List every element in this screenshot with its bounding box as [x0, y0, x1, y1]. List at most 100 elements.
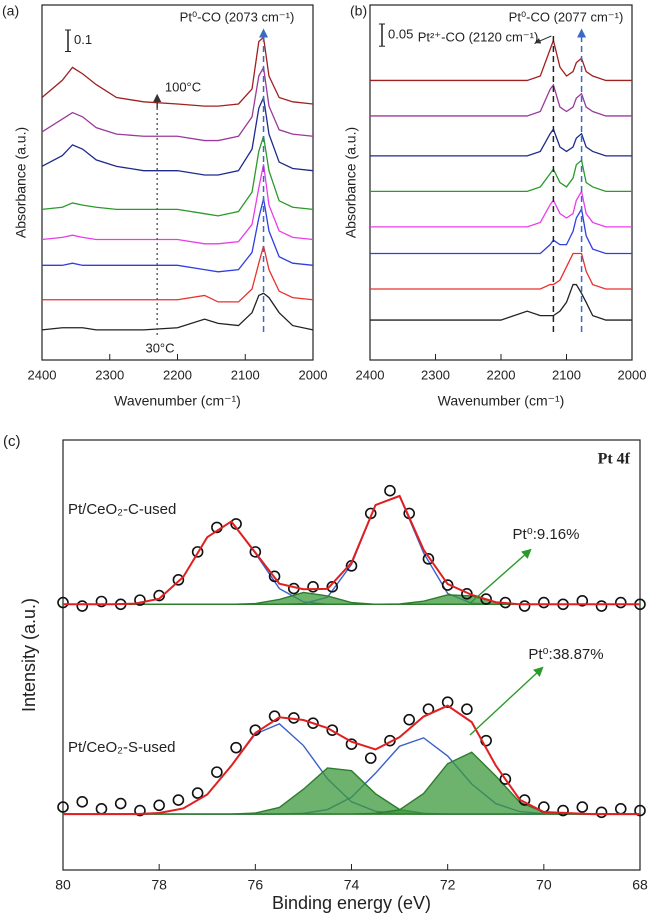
panel-label: (c): [3, 433, 21, 450]
x-tick-label: 76: [248, 877, 264, 893]
annotation: Pt⁰-CO (2073 cm⁻¹): [180, 9, 295, 24]
annotation: Pt⁰:9.16%: [513, 526, 580, 543]
data-point: [134, 594, 146, 606]
x-tick-label: 2400: [356, 367, 385, 382]
component-area: [62, 767, 641, 815]
x-tick-label: 2300: [95, 367, 124, 382]
scale-bar-label: 0.05: [388, 27, 413, 42]
data-point: [326, 724, 339, 736]
x-tick-label: 70: [536, 877, 552, 893]
spectrum: [370, 252, 632, 290]
data-point: [364, 752, 377, 764]
data-point: [114, 797, 127, 810]
data-point: [422, 553, 435, 565]
data-point: [518, 600, 531, 612]
data-point: [307, 717, 319, 729]
data-point: [95, 803, 108, 815]
data-point: [384, 484, 396, 497]
x-tick-label: 80: [55, 877, 71, 893]
data-point: [172, 794, 185, 806]
data-point: [191, 787, 204, 799]
data-point: [403, 713, 416, 726]
plot-frame: [369, 4, 633, 361]
spectrum: [370, 283, 632, 321]
x-tick-label: 2000: [299, 367, 328, 382]
data-point: [230, 741, 242, 754]
spectrum: [370, 207, 632, 255]
x-tick-label: 2200: [163, 367, 192, 382]
data-point: [268, 570, 281, 583]
x-tick-label: 2300: [421, 367, 450, 382]
spectrum: [41, 164, 314, 245]
fit-line: [63, 704, 640, 816]
data-point: [499, 773, 512, 785]
spectrum: [41, 136, 314, 217]
data-point: [153, 589, 165, 602]
fit-line: [63, 494, 640, 606]
data-point: [576, 595, 589, 607]
x-tick-label: 2400: [28, 367, 57, 382]
spectrum: [41, 292, 314, 331]
annotation-arrow: [467, 548, 532, 606]
x-tick-label: 68: [632, 877, 648, 893]
data-point: [595, 600, 608, 612]
spectrum: [41, 95, 314, 176]
data-point: [191, 546, 204, 558]
scale-bar-label: 0.1: [74, 32, 92, 47]
spectrum: [41, 35, 314, 107]
data-point: [441, 696, 454, 708]
panel-title: Pt 4f: [598, 451, 631, 468]
data-point: [557, 804, 569, 817]
spectrum: [370, 83, 632, 117]
annotation: 30°C: [145, 340, 174, 355]
sample-label: Pt/CeO₂-C-used: [68, 501, 176, 518]
data-point: [461, 588, 473, 600]
data-point: [76, 796, 89, 808]
data-point: [538, 596, 550, 609]
annotation-arrow: [469, 666, 544, 736]
x-tick-label: 2200: [487, 367, 516, 382]
spectrum: [42, 198, 314, 273]
spectrum: [370, 127, 632, 157]
data-point: [614, 803, 627, 815]
data-point: [326, 581, 339, 593]
annotation: Pt⁰-CO (2077 cm⁻¹): [509, 9, 624, 24]
y-axis-title: Absorbance (a.u.): [343, 127, 359, 238]
data-point: [461, 703, 473, 715]
data-point: [57, 596, 69, 609]
x-tick-label: 74: [344, 877, 360, 893]
spectrum: [41, 65, 314, 142]
x-axis-title: Wavenumber (cm⁻¹): [438, 393, 565, 409]
x-axis-title: Binding energy (eV): [272, 893, 431, 913]
data-point: [576, 801, 589, 813]
x-tick-label: 2100: [552, 367, 581, 382]
spectrum: [42, 245, 314, 303]
data-point: [95, 595, 108, 608]
data-point: [76, 600, 89, 612]
x-tick-label: 72: [440, 877, 456, 893]
data-point: [480, 593, 492, 605]
panel-label: (a): [2, 3, 19, 19]
component-area: [62, 591, 641, 606]
x-tick-label: 2100: [231, 367, 260, 382]
data-point: [57, 801, 69, 813]
spectrum: [370, 38, 632, 82]
spectrum: [370, 189, 632, 228]
data-point: [153, 799, 165, 812]
data-point: [307, 581, 319, 593]
data-point: [634, 804, 646, 817]
x-tick-label: 78: [151, 877, 167, 893]
data-point: [134, 804, 146, 817]
panel-label: (b): [350, 3, 367, 19]
annotation: Pt²⁺-CO (2120 cm⁻¹): [418, 29, 539, 44]
data-point: [441, 579, 454, 591]
data-point: [614, 596, 627, 609]
x-tick-label: 2000: [618, 367, 647, 382]
data-point: [595, 806, 608, 819]
sample-label: Pt/CeO₂-S-used: [68, 739, 176, 756]
annotation: Pt⁰:38.87%: [528, 646, 603, 663]
pointer-arrow: [534, 35, 552, 44]
annotation: 100°C: [165, 79, 201, 94]
